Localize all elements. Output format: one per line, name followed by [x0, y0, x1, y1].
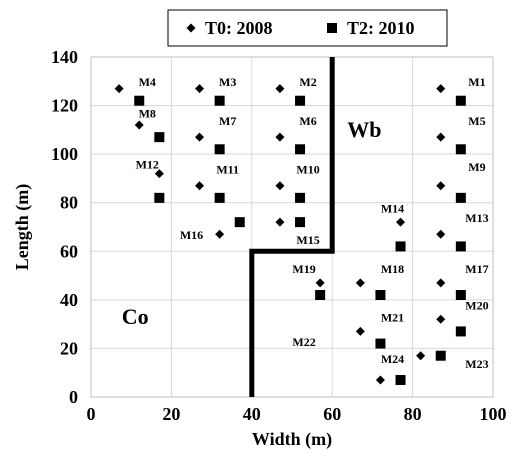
diamond-point — [356, 278, 365, 287]
y-axis-label: Length (m) — [12, 184, 33, 271]
diamond-point — [215, 230, 224, 239]
diamond-point — [275, 133, 284, 142]
point-label: M21 — [381, 311, 404, 325]
point-label: M5 — [468, 114, 485, 128]
point-label: M22 — [292, 335, 315, 349]
point-label: M1 — [468, 75, 485, 89]
diamond-point — [436, 315, 445, 324]
point-label: M3 — [219, 75, 236, 89]
square-point — [436, 351, 446, 361]
y-tick-label: 100 — [51, 144, 78, 164]
x-axis-label: Width (m) — [252, 429, 332, 450]
y-tick-label: 80 — [60, 193, 78, 213]
square-point — [456, 326, 466, 336]
square-point — [134, 96, 144, 106]
point-label: M18 — [381, 262, 404, 276]
square-point — [215, 96, 225, 106]
point-label: M11 — [216, 163, 239, 177]
diamond-point — [135, 121, 144, 130]
y-tick-label: 40 — [60, 290, 78, 310]
square-point — [295, 217, 305, 227]
square-point — [235, 217, 245, 227]
square-point — [295, 144, 305, 154]
diamond-point — [396, 218, 405, 227]
legend: T0: 2008 T2: 2010 — [168, 10, 447, 46]
x-tick-label: 60 — [323, 404, 341, 424]
point-label: M10 — [296, 163, 319, 177]
x-tick-label: 0 — [87, 404, 96, 424]
square-point — [315, 290, 325, 300]
diamond-point — [436, 181, 445, 190]
diamond-point — [195, 181, 204, 190]
region-label: Co — [122, 304, 149, 329]
square-point — [215, 193, 225, 203]
square-point — [456, 241, 466, 251]
point-label: M16 — [180, 228, 203, 242]
point-label: M17 — [465, 262, 488, 276]
diamond-point — [195, 133, 204, 142]
legend-square-marker — [327, 23, 337, 33]
square-point — [375, 339, 385, 349]
diamond-point — [356, 327, 365, 336]
point-label: M2 — [299, 75, 316, 89]
point-label: M24 — [381, 352, 404, 366]
diamond-point — [316, 278, 325, 287]
point-label: M19 — [292, 262, 315, 276]
point-label: M15 — [296, 233, 319, 247]
x-tick-label: 80 — [404, 404, 422, 424]
point-label: M23 — [465, 357, 488, 371]
y-tick-label: 20 — [60, 338, 78, 358]
square-point — [375, 290, 385, 300]
diamond-point — [195, 84, 204, 93]
diamond-point — [275, 84, 284, 93]
diamond-point — [436, 133, 445, 142]
square-point — [456, 193, 466, 203]
square-point — [215, 144, 225, 154]
point-label: M4 — [139, 75, 156, 89]
points-layer — [115, 84, 466, 385]
square-point — [456, 96, 466, 106]
diamond-point — [436, 278, 445, 287]
diamond-point — [275, 181, 284, 190]
legend-label-t0: T0: 2008 — [205, 18, 273, 38]
square-point — [396, 241, 406, 251]
y-tick-label: 0 — [69, 387, 78, 407]
point-label: M6 — [299, 114, 316, 128]
point-label: M8 — [139, 107, 156, 121]
square-point — [295, 96, 305, 106]
point-label: M13 — [465, 211, 488, 225]
point-label: M9 — [468, 160, 485, 174]
x-tick-label: 40 — [243, 404, 261, 424]
diamond-point — [436, 230, 445, 239]
x-tick-label: 100 — [480, 404, 507, 424]
y-tick-label: 140 — [51, 47, 78, 67]
diamond-point — [416, 351, 425, 360]
legend-label-t2: T2: 2010 — [347, 18, 415, 38]
series-t0 — [115, 84, 446, 384]
axes: 0 20 40 60 80 100 0 20 40 60 80 100 120 140 Width (m) L… — [12, 47, 507, 450]
diamond-point — [376, 376, 385, 385]
square-point — [396, 375, 406, 385]
point-label: M14 — [381, 201, 404, 215]
y-tick-label: 120 — [51, 96, 78, 116]
square-point — [295, 193, 305, 203]
region-label: Wb — [347, 117, 381, 142]
square-point — [154, 193, 164, 203]
y-tick-label: 60 — [60, 241, 78, 261]
labels-layer: M1 M2 M3 M4 M5 M6 M7 M8 M9 M10 M11 M12 M13 M14 M15 M16 M… — [122, 75, 489, 371]
point-label: M7 — [219, 114, 236, 128]
point-label: M12 — [136, 158, 159, 172]
square-point — [456, 144, 466, 154]
diamond-point — [115, 84, 124, 93]
x-tick-label: 20 — [162, 404, 180, 424]
point-label: M20 — [465, 299, 488, 313]
diamond-point — [436, 84, 445, 93]
diamond-point — [275, 218, 284, 227]
square-point — [154, 132, 164, 142]
